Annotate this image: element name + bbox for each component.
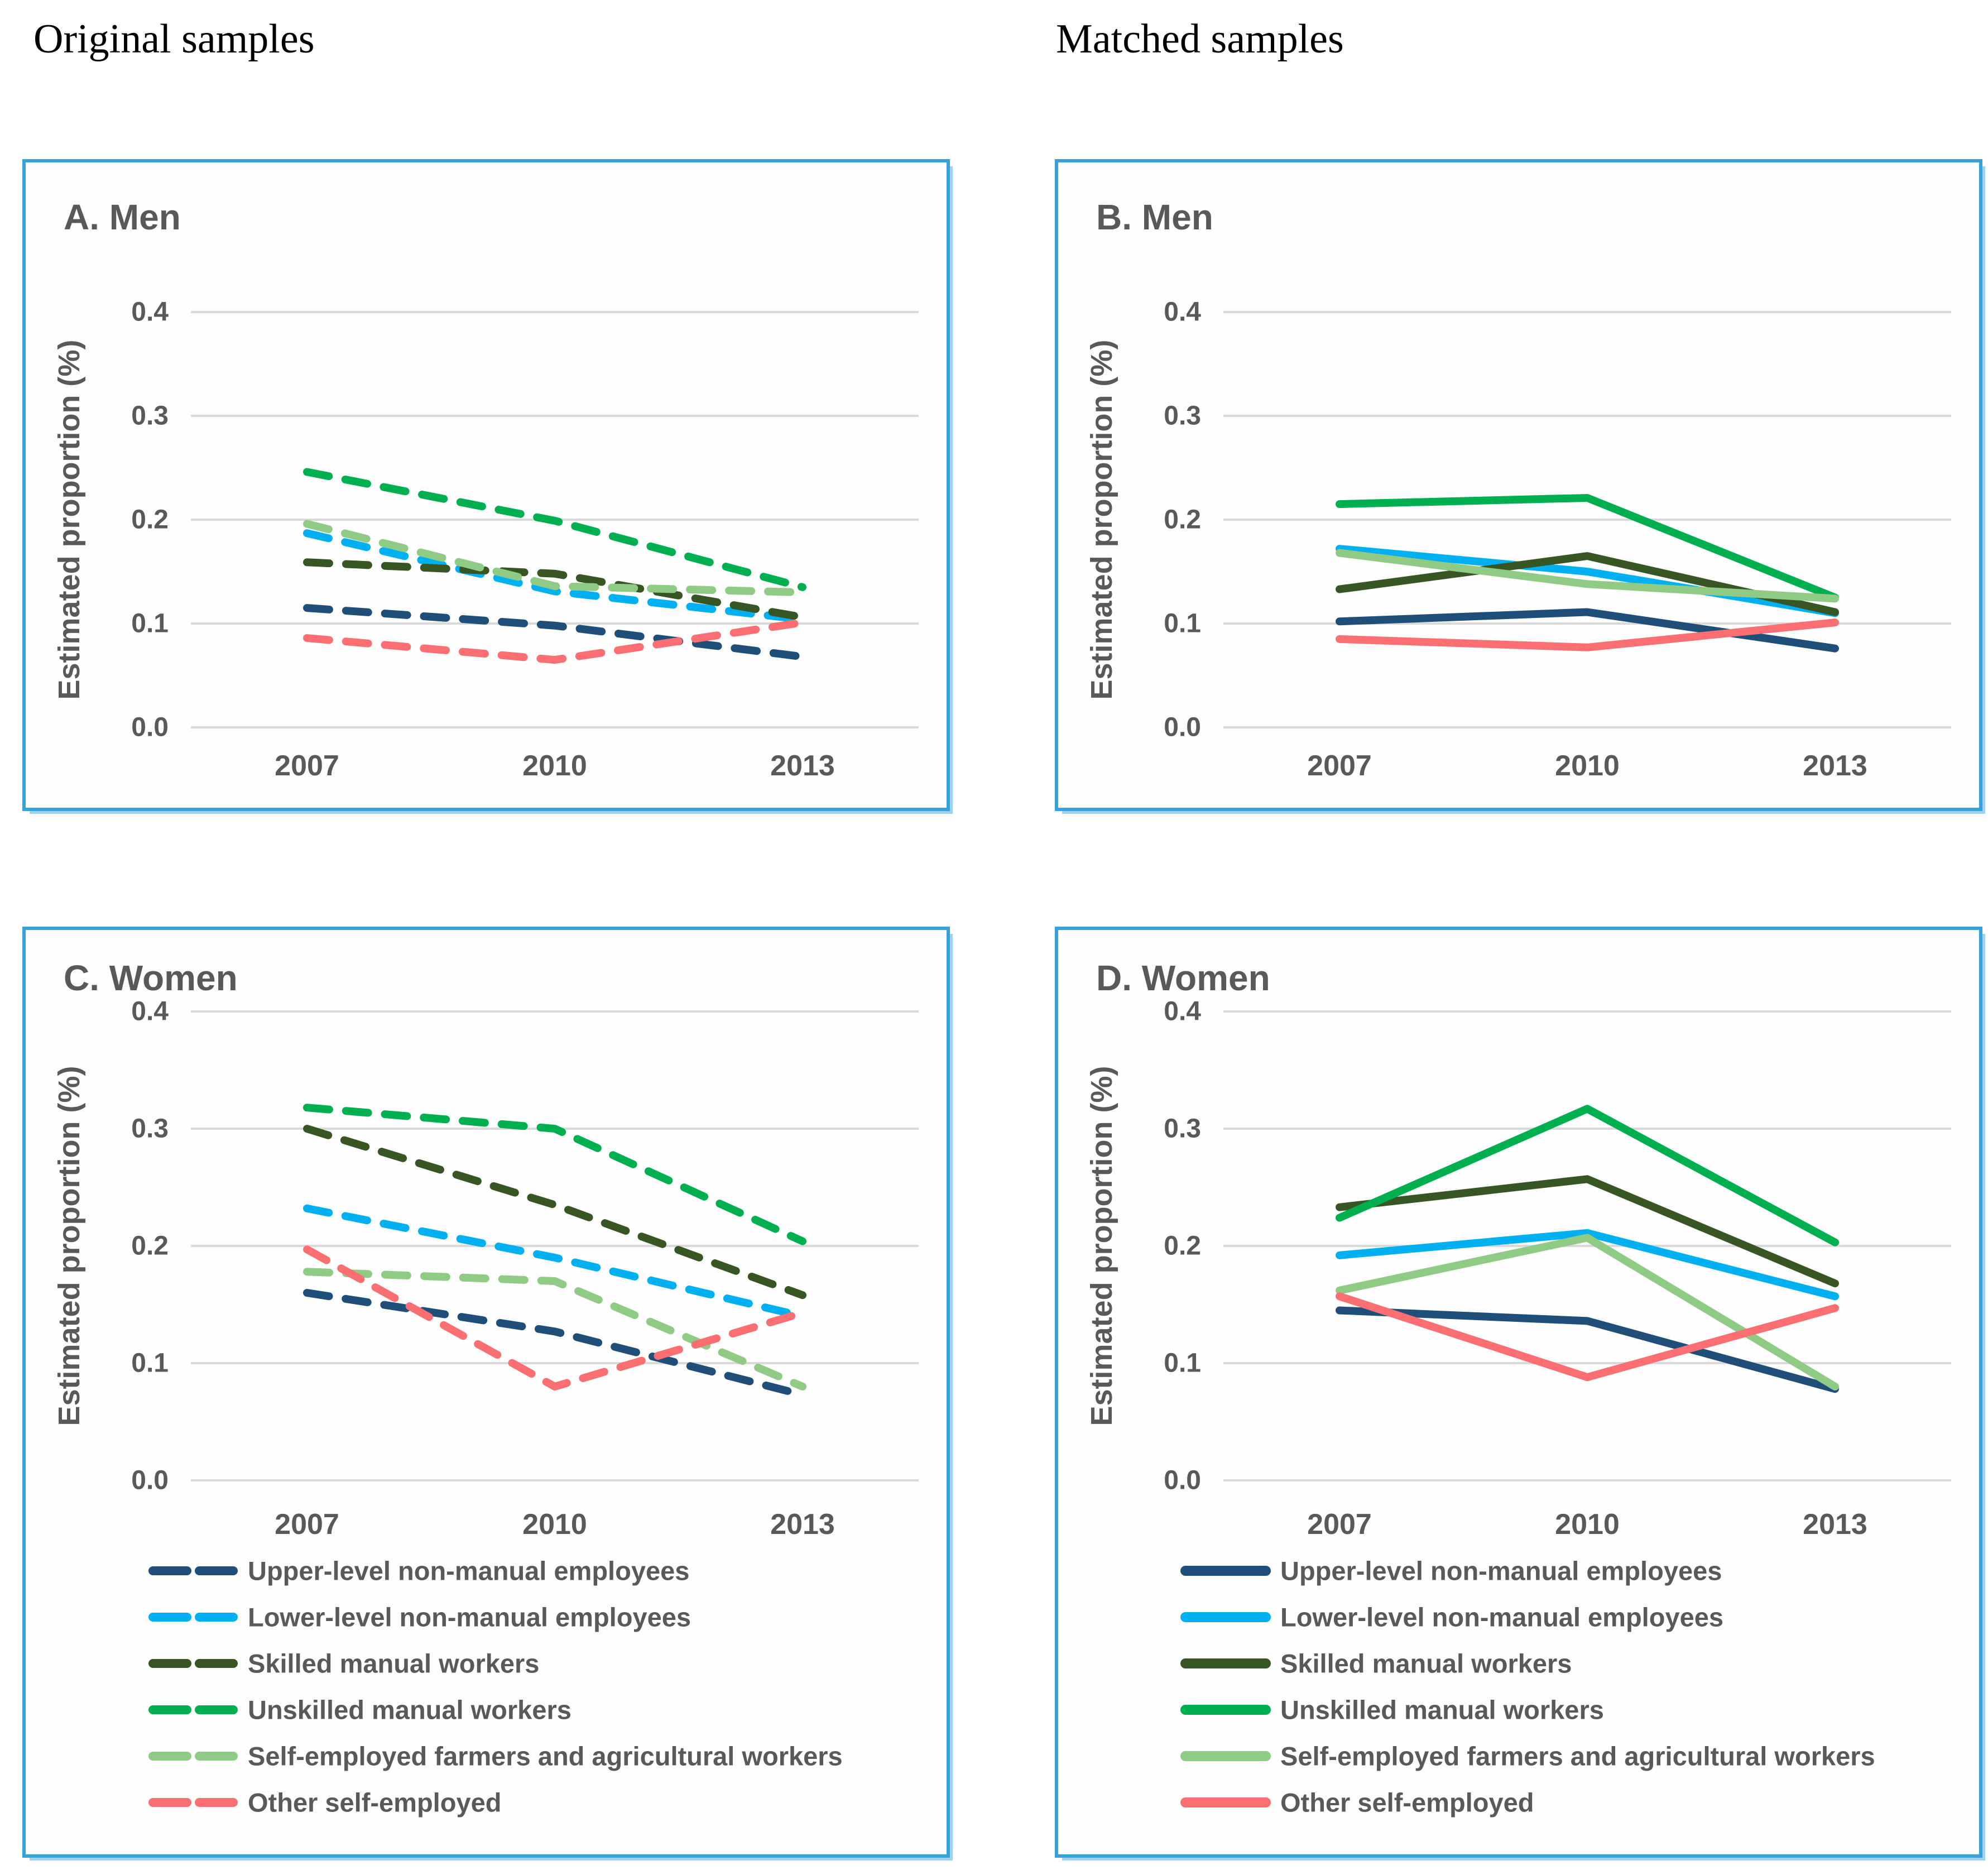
legend-label-lower: Lower-level non-manual employees [1280, 1603, 1723, 1632]
series-line-upper [303, 604, 806, 661]
legend-label-unskilled: Unskilled manual workers [1280, 1695, 1604, 1725]
ytick-label: 0.3 [1164, 401, 1201, 431]
chart-d-women: D. Women 0.0 0.1 0.2 0.3 0.4 2007 2010 2013 Estim… [1085, 958, 1951, 1818]
panel-d-women-matched: D. Women 0.0 0.1 0.2 0.3 0.4 2007 2010 2013 Estim… [1055, 927, 1982, 1858]
ytick-label: 0.4 [131, 298, 169, 327]
xtick-label: 2007 [275, 1508, 339, 1541]
series-line-lower [303, 529, 806, 624]
ytick-label: 0.4 [1164, 298, 1201, 327]
series-line-skilled [303, 558, 806, 621]
ytick-label: 0.1 [131, 1349, 169, 1378]
legend-label-unskilled: Unskilled manual workers [248, 1695, 572, 1725]
panel-title: D. Women [1096, 958, 1270, 998]
legend-label-lower: Lower-level non-manual employees [248, 1603, 691, 1632]
legend-label-other: Other self-employed [1280, 1788, 1534, 1818]
ytick-label: 0.1 [131, 609, 169, 639]
xtick-label: 2013 [1803, 750, 1867, 782]
series-line-lower [1336, 1229, 1839, 1301]
xtick-label: 2010 [522, 750, 587, 782]
ytick-label: 0.3 [131, 401, 169, 431]
xtick-label: 2007 [1307, 1508, 1372, 1541]
ytick-label: 0.2 [1164, 505, 1201, 535]
series-line-other [303, 1245, 806, 1390]
ytick-label: 0.2 [1164, 1231, 1201, 1261]
xtick-label: 2013 [770, 1508, 835, 1541]
series-line-farmers [1336, 1234, 1839, 1390]
xtick-label: 2007 [1307, 750, 1372, 782]
series-line-unskilled [303, 1104, 806, 1245]
ytick-label: 0.4 [1164, 997, 1201, 1027]
legend-label-skilled: Skilled manual workers [248, 1649, 539, 1679]
y-axis-label: Estimated proportion (%) [1085, 1066, 1118, 1426]
series-line-unskilled [1336, 1105, 1839, 1246]
panel-b-men-matched: B. Men 0.0 0.1 0.2 0.3 0.4 2007 2010 2013 Estimat… [1055, 159, 1982, 811]
ytick-label: 0.0 [131, 1466, 169, 1495]
xtick-label: 2013 [1803, 1508, 1867, 1541]
series-line-lower [1336, 545, 1839, 617]
panel-title: C. Women [64, 958, 238, 998]
ytick-label: 0.1 [1164, 609, 1201, 639]
xtick-label: 2007 [275, 750, 339, 782]
xtick-label: 2013 [770, 750, 835, 782]
series-line-farmers [1336, 549, 1839, 603]
legend-label-upper: Upper-level non-manual employees [1280, 1556, 1722, 1586]
header-original-samples: Original samples [33, 16, 315, 62]
series-line-unskilled [303, 468, 806, 591]
xtick-label: 2010 [522, 1508, 587, 1541]
legend-label-skilled: Skilled manual workers [1280, 1649, 1572, 1679]
header-matched-samples: Matched samples [1056, 16, 1344, 62]
legend-label-upper: Upper-level non-manual employees [248, 1556, 689, 1586]
ytick-label: 0.2 [131, 1231, 169, 1261]
panel-a-men-original: A. Men 0.0 0.1 0.2 0.3 0.4 2007 2010 2013 Estimat… [22, 159, 950, 811]
series-line-skilled [1336, 1175, 1839, 1288]
chart-c-women: C. Women 0.0 0.1 0.2 0.3 0.4 2007 2010 2013 Estim… [52, 958, 919, 1818]
chart-a-men: A. Men 0.0 0.1 0.2 0.3 0.4 2007 2010 2013 Estimat… [52, 197, 919, 782]
xtick-label: 2010 [1555, 1508, 1620, 1541]
series-line-unskilled [1336, 493, 1839, 602]
ytick-label: 0.3 [131, 1114, 169, 1144]
y-axis-label: Estimated proportion (%) [1085, 340, 1118, 700]
legend-label-farmers: Self-employed farmers and agricultural w… [1280, 1742, 1875, 1771]
xtick-label: 2010 [1555, 750, 1620, 782]
series-line-other [1336, 1292, 1839, 1382]
series-line-farmers [303, 520, 806, 597]
series-line-skilled [303, 1125, 806, 1300]
ytick-label: 0.4 [131, 997, 169, 1027]
series-line-other [1336, 618, 1839, 651]
series-line-upper [303, 1289, 806, 1399]
ytick-label: 0.0 [1164, 713, 1201, 742]
ytick-label: 0.0 [131, 713, 169, 742]
panel-c-women-original: C. Women 0.0 0.1 0.2 0.3 0.4 2007 2010 2013 Estim… [22, 927, 950, 1858]
series-line-farmers [303, 1268, 806, 1390]
y-axis-label: Estimated proportion (%) [52, 340, 86, 700]
chart-b-men: B. Men 0.0 0.1 0.2 0.3 0.4 2007 2010 2013 Estimat… [1085, 197, 1951, 782]
panel-title: B. Men [1096, 197, 1213, 237]
legend-label-other: Other self-employed [248, 1788, 501, 1818]
series-line-upper [1336, 608, 1839, 653]
y-axis-label: Estimated proportion (%) [52, 1066, 86, 1426]
legend-label-farmers: Self-employed farmers and agricultural w… [248, 1742, 843, 1771]
ytick-label: 0.2 [131, 505, 169, 535]
series-line-upper [1336, 1306, 1839, 1393]
ytick-label: 0.3 [1164, 1114, 1201, 1144]
series-line-other [303, 618, 806, 664]
ytick-label: 0.0 [1164, 1466, 1201, 1495]
series-line-lower [303, 1204, 806, 1320]
panel-title: A. Men [64, 197, 181, 237]
ytick-label: 0.1 [1164, 1349, 1201, 1378]
